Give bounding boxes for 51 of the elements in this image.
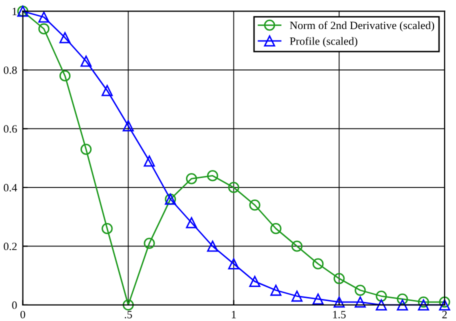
legend-label: Norm of 2nd Derivative (scaled) [290,21,434,32]
y-tick-label: 0.6 [4,125,17,133]
point [122,299,134,311]
point [396,294,408,305]
point [376,290,387,302]
x-tick-label: 0 [20,310,26,318]
point [249,276,260,288]
point [228,182,240,194]
y-tick-label: 0 [12,301,17,309]
point [334,272,345,284]
point [376,299,387,311]
point [270,284,282,296]
point [59,32,71,44]
point [102,84,113,96]
y-tick-label: 1 [12,8,17,16]
point [38,12,50,23]
point [439,296,450,308]
point [291,240,303,252]
point [439,299,450,311]
point [354,296,366,308]
point [38,23,50,34]
point [228,258,240,270]
point [186,217,198,228]
y-tick-label: 0.2 [4,242,17,250]
point [354,284,366,296]
point [207,240,218,252]
point [396,299,408,311]
x-tick-label: 1 [232,310,236,318]
point [122,120,134,132]
point [418,296,430,308]
x-tick-label: 1.5 [333,310,346,318]
x-tick-label: 2 [442,310,447,318]
legend-label: Profile (scaled) [290,36,358,48]
point [102,223,113,234]
point [80,144,92,155]
point [144,238,155,249]
point [418,299,430,311]
y-tick-label: 0.4 [4,184,18,192]
point [312,258,324,270]
point [312,294,324,305]
point [144,155,155,167]
x-tick-label: .5 [124,310,132,318]
point [270,223,282,234]
point [207,170,218,182]
point [80,56,92,67]
point [334,296,345,308]
point [291,290,303,302]
point [59,70,71,82]
point [186,173,198,184]
point [249,200,260,211]
y-tick-label: 0.8 [4,66,17,74]
